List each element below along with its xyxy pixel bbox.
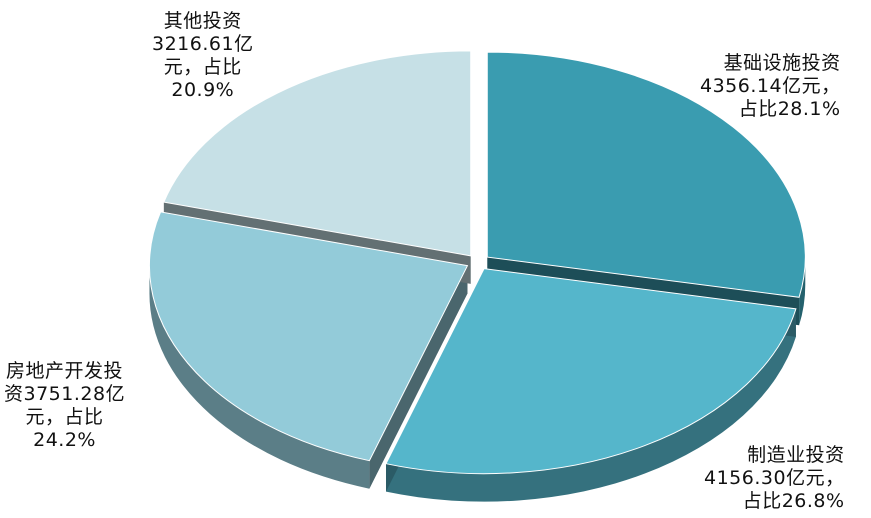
slice-label-manufacturing-line-1: 制造业投资 [747, 444, 845, 466]
pie-slice-manufacturing [385, 268, 797, 475]
slice-label-other: 其他投资 3216.61亿 元，占比 20.9% [152, 10, 254, 102]
pie-slice-real-estate [148, 211, 469, 462]
slice-label-infrastructure-line-3: 占比28.1% [738, 98, 841, 120]
slice-label-other-line-4: 20.9% [171, 79, 235, 101]
pie-slice-infrastructure [486, 51, 806, 298]
slice-label-real-estate-line-3: 元，占比 [25, 406, 104, 428]
pie-slice-other [163, 50, 472, 257]
slice-label-other-line-2: 3216.61亿 [152, 33, 254, 55]
pie-slice-wall-manufacturing [386, 308, 796, 502]
slice-label-manufacturing-line-3: 占比26.8% [742, 490, 845, 512]
slice-label-other-line-3: 元，占比 [163, 56, 242, 78]
slice-label-real-estate-line-1: 房地产开发投 [6, 360, 124, 382]
pie-slice-edge-real-estate-start [369, 265, 468, 489]
slice-label-real-estate-line-4: 24.2% [33, 429, 96, 451]
pie-slice-wall-real-estate [149, 265, 370, 489]
slice-label-infrastructure-line-2: 4356.14亿元， [700, 75, 841, 97]
slice-label-other-line-1: 其他投资 [163, 10, 242, 32]
slice-label-infrastructure-line-1: 基础设施投资 [723, 52, 841, 74]
pie-top-layer [148, 50, 806, 475]
slice-label-infrastructure: 基础设施投资 4356.14亿元， 占比28.1% [700, 52, 841, 121]
slice-label-manufacturing: 制造业投资 4156.30亿元， 占比26.8% [704, 444, 845, 513]
slice-label-manufacturing-line-2: 4156.30亿元， [704, 467, 845, 489]
slice-label-real-estate: 房地产开发投 资3751.28亿 元，占比 24.2% [4, 360, 125, 452]
pie-slice-wall-infrastructure [799, 257, 806, 326]
slice-label-real-estate-line-2: 资3751.28亿 [4, 383, 126, 405]
